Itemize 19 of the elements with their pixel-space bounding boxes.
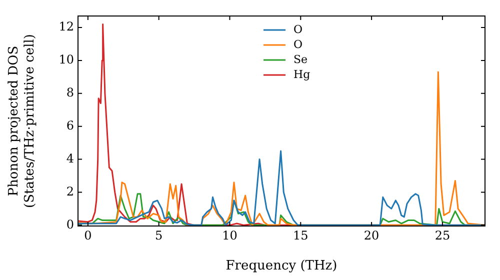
y-tick-label: 4 [66,151,74,166]
legend-label: Hg [294,68,310,81]
y-tick-label: 10 [58,52,74,67]
legend-label: O [294,38,303,51]
legend-label: Se [294,52,308,66]
y-tick-label: 6 [66,118,74,132]
y-tick-label: 12 [58,20,74,34]
legend-label: O [294,22,303,36]
x-tick-label: 20 [364,228,380,242]
x-axis-title: Frequency (THz) [226,258,338,274]
y-tick-label: 2 [66,184,74,198]
x-tick-label: 15 [293,228,308,242]
x-tick-label: 10 [222,228,238,242]
x-tick-label: 25 [434,228,450,242]
x-tick-label: 0 [84,228,92,242]
y-tick-label: 0 [66,217,74,232]
x-tick-label: 5 [155,228,163,242]
y-axis-title: Phonon projected DOS (States/THz·primitive cell) [6,34,38,208]
y-tick-label: 8 [66,86,74,100]
